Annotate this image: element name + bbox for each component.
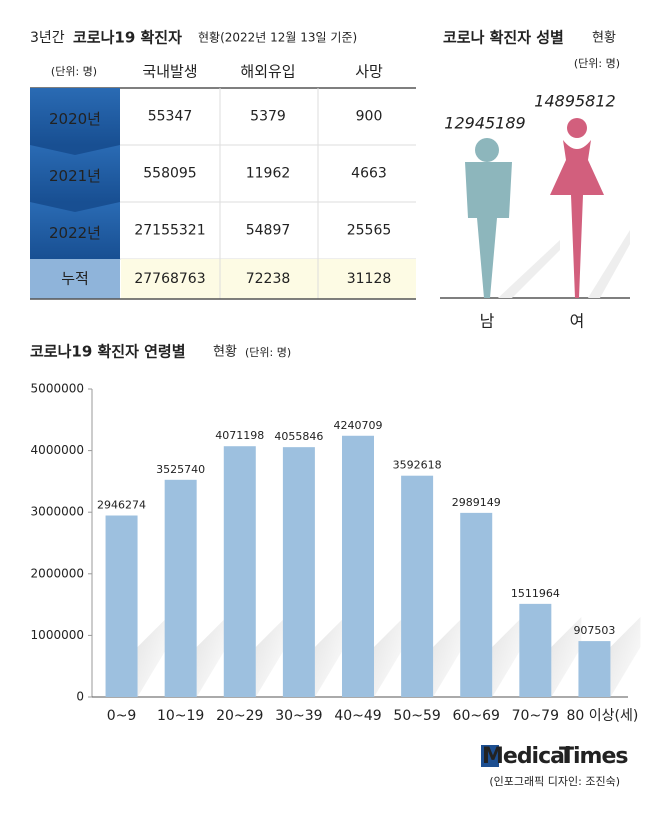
x-tick-label: 10~19 (157, 708, 204, 724)
bar (401, 475, 434, 697)
x-tick-label: 0~9 (107, 708, 137, 724)
y-tick-label: 2000000 (31, 566, 84, 580)
bar (519, 603, 552, 697)
bar-shadow (492, 617, 523, 697)
year-label: 2022년 (49, 224, 101, 242)
table-title-suffix: 현황(2022년 12월 13일 기준) (198, 31, 357, 45)
table-cell: 558095 (143, 166, 196, 182)
chart-title: 코로나19 확진자 연령별 (30, 343, 186, 361)
x-tick-label: 40~49 (334, 708, 381, 724)
total-value-cells (121, 259, 416, 299)
figure-shadow (498, 240, 560, 298)
value-label: 2989149 (452, 496, 501, 509)
total-cell: 27768763 (134, 271, 205, 287)
x-tick-label: 60~69 (453, 708, 500, 724)
table-cell: 4663 (351, 166, 387, 182)
bar-shadow (433, 617, 464, 697)
female-body (550, 140, 604, 298)
bar-shadow (196, 617, 227, 697)
value-label: 1511964 (511, 587, 560, 600)
x-tick-label: 20~29 (216, 708, 263, 724)
bar-shadow (314, 617, 345, 697)
table-cell: 900 (356, 109, 383, 125)
x-tick-label: 50~59 (393, 708, 440, 724)
table-title: 코로나19 확진자 (73, 29, 182, 47)
value-label: 4055846 (274, 430, 323, 443)
value-label: 2946274 (97, 499, 146, 512)
value-label: 3525740 (156, 463, 205, 476)
year-label: 2021년 (49, 167, 101, 185)
value-label: 3592618 (393, 459, 442, 472)
bar (223, 446, 256, 697)
y-tick-label: 4000000 (31, 443, 84, 457)
gender-title-suffix: 현황 (592, 31, 616, 46)
bar (460, 512, 493, 697)
bar (342, 435, 374, 697)
bar (282, 447, 315, 697)
total-cell: 72238 (246, 271, 291, 287)
table-cell: 25565 (347, 223, 392, 239)
bar-shadow (551, 617, 582, 697)
table-unit: (단위: 명) (51, 65, 97, 78)
credit: (인포그래픽 디자인: 조진숙) (489, 775, 620, 788)
gender-category: 남 (480, 312, 495, 331)
value-label: 4240709 (334, 419, 383, 432)
column-header: 국내발생 (142, 63, 197, 81)
brand-medical: Medical (482, 744, 571, 769)
year-chevron (30, 202, 120, 212)
bar-shadow (610, 617, 641, 697)
y-tick-label: 1000000 (31, 628, 84, 642)
gender-value-label: 14895812 (534, 92, 615, 111)
year-cell (30, 88, 120, 145)
year-chevron (30, 145, 120, 155)
bar (578, 641, 611, 697)
gender-category: 여 (570, 312, 585, 331)
year-label: 2020년 (49, 110, 101, 128)
female-head (567, 118, 587, 138)
table-title-prefix: 3년간 (30, 30, 65, 46)
value-label: 4071198 (215, 429, 264, 442)
bar (164, 479, 197, 697)
bar-shadow (374, 617, 404, 697)
chart-title-suffix: 현황 (213, 345, 237, 360)
male-head (475, 138, 499, 162)
value-label: 907503 (573, 624, 615, 637)
total-label-cell (30, 259, 120, 299)
column-header: 사망 (355, 63, 383, 81)
column-header: 해외유입 (240, 63, 295, 81)
y-tick-label: 0 (76, 690, 84, 704)
bar-shadow (137, 617, 168, 697)
table-cell: 5379 (250, 109, 286, 125)
y-tick-label: 3000000 (31, 505, 84, 519)
x-tick-label: 80 이상(세) (567, 708, 639, 724)
male-body (465, 162, 512, 298)
brand-times: Times (559, 744, 628, 769)
x-tick-label: 30~39 (275, 708, 322, 724)
x-tick-label: 70~79 (512, 708, 559, 724)
table-cell: 55347 (148, 109, 193, 125)
table-cell: 27155321 (134, 223, 205, 239)
table-cell: 11962 (246, 166, 291, 182)
chart-unit: (단위: 명) (245, 346, 291, 359)
gender-title: 코로나 확진자 성별 (443, 29, 564, 47)
figure-shadow (588, 230, 630, 298)
table-cell: 54897 (246, 223, 291, 239)
logo-mark (481, 745, 499, 767)
gender-value-label: 12945189 (444, 114, 525, 133)
gender-unit: (단위: 명) (574, 57, 620, 70)
bar-shadow (255, 617, 286, 697)
total-cell: 31128 (347, 271, 392, 287)
bar (105, 515, 138, 697)
y-tick-label: 5000000 (31, 382, 84, 396)
total-label: 누적 (61, 270, 89, 288)
